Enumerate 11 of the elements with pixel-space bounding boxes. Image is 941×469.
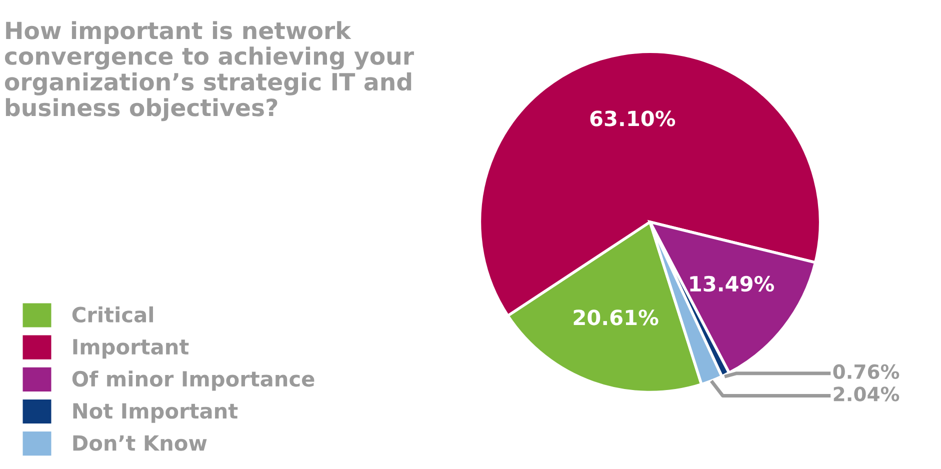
data-label: 63.10% [590, 110, 676, 126]
legend-label: Important [73, 339, 189, 359]
legend-label: Critical [72, 306, 153, 323]
legend-label: Don’t Know [73, 435, 207, 451]
legend-label: Of minor Importance [72, 370, 314, 391]
chart-title: How important is network convergence to achieving your organization’s strategic IT and business objectives? [4, 21, 414, 122]
legend-label: Not Important [73, 403, 238, 423]
data-label: 2.04% [834, 386, 900, 402]
data-label: 0.76% [833, 364, 900, 379]
data-label: 20.61% [574, 310, 658, 326]
data-label: 13.49% [690, 276, 774, 292]
